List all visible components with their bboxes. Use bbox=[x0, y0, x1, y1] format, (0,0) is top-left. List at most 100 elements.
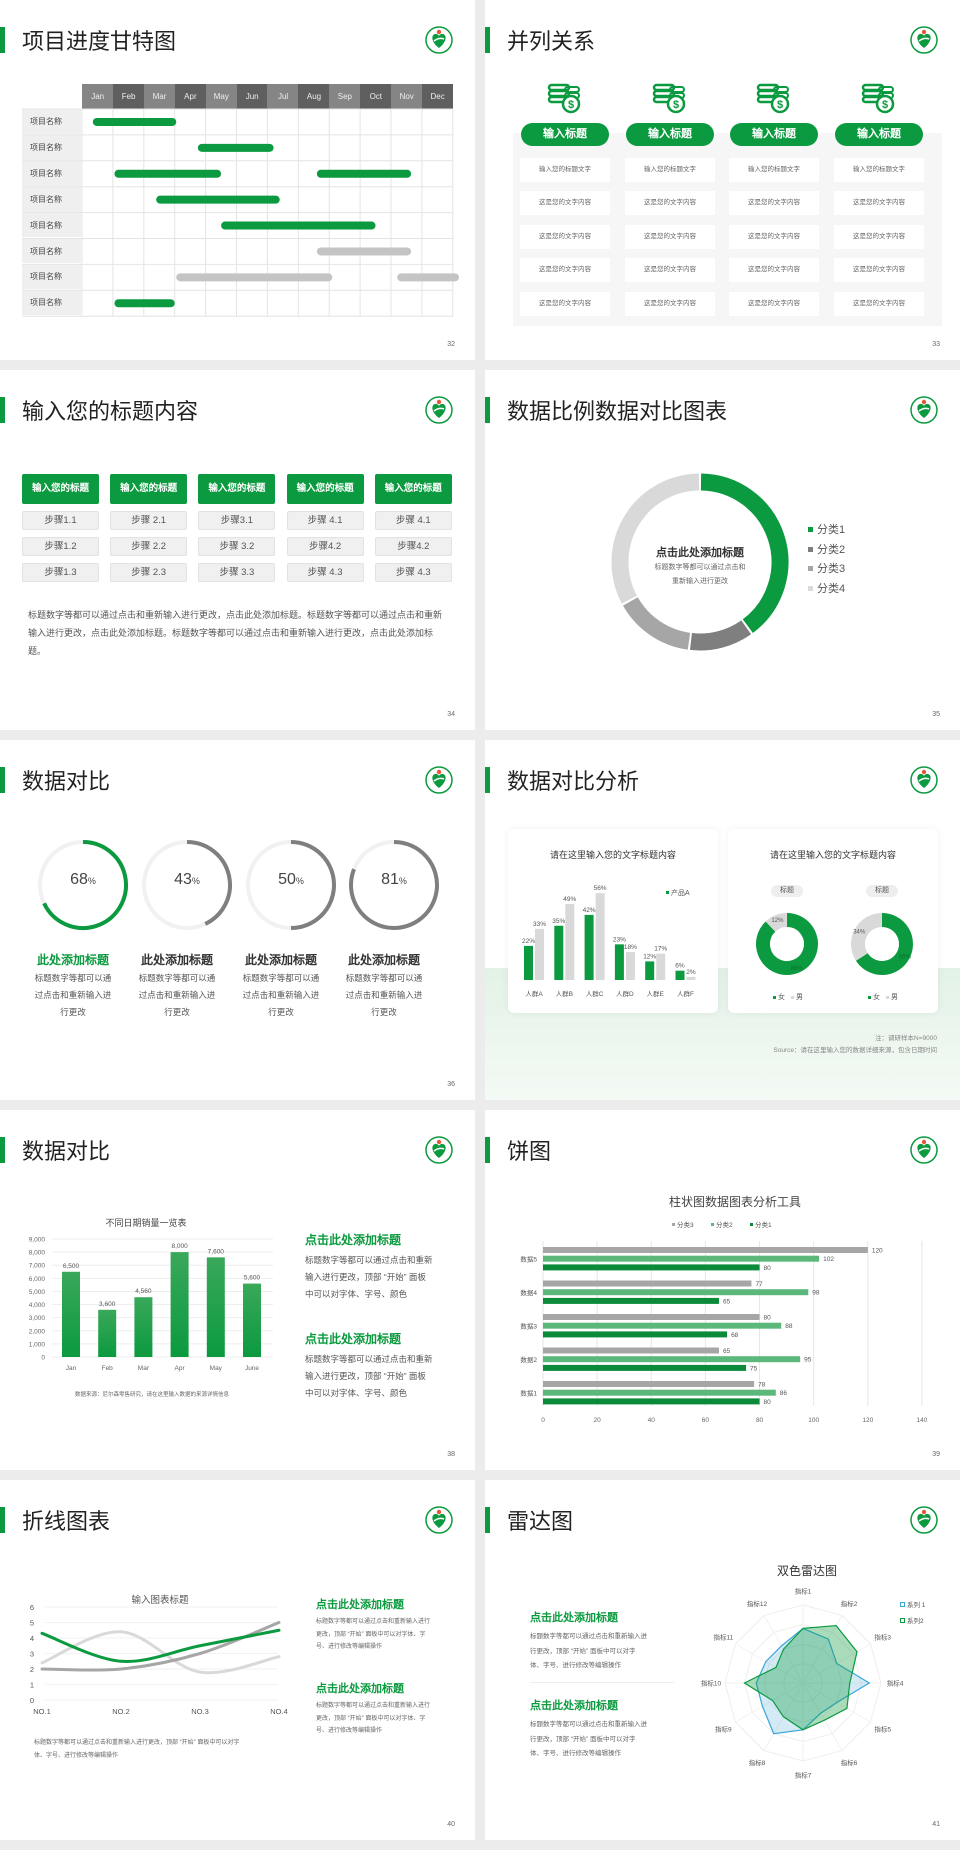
logo-dot bbox=[436, 1139, 442, 1145]
gantt-row-label: 项目名称 bbox=[22, 238, 81, 264]
block-heading: 点击此处添加标题 bbox=[316, 1683, 404, 1695]
column-cell: 这是您的文字内容 bbox=[729, 258, 819, 283]
logo bbox=[910, 1136, 938, 1164]
ring-value-number: 50 bbox=[278, 871, 296, 888]
logo-dot bbox=[921, 1139, 927, 1145]
logo-swirl bbox=[918, 1147, 930, 1152]
step-box: 步骤3.1 bbox=[198, 511, 276, 530]
bar-data-label: 12% bbox=[643, 953, 656, 960]
card-title: 请在这里输入您的文字标题内容 bbox=[769, 850, 897, 860]
y-tick-label: 2,000 bbox=[29, 1328, 46, 1335]
x-tick-label: 20 bbox=[594, 1417, 602, 1424]
page-number: 38 bbox=[447, 1451, 455, 1458]
slide-title: 并列关系 bbox=[507, 29, 596, 54]
title-accent-bar bbox=[485, 1507, 490, 1533]
logo-dot bbox=[921, 769, 927, 775]
item-text: 标题数字等都可以通 bbox=[138, 973, 216, 983]
logo-dot bbox=[921, 1509, 927, 1515]
gantt-month-header: Feb bbox=[112, 84, 145, 109]
column-cell: 输入您的标题文字 bbox=[834, 158, 924, 182]
ring-value: 68% bbox=[70, 871, 96, 889]
y-tick-label: 5 bbox=[30, 1619, 34, 1628]
item-text: 行更改 bbox=[60, 1007, 86, 1017]
chart-title: 柱状图数据图表分析工具 bbox=[668, 1195, 802, 1209]
column-cell: 输入您的标题文字 bbox=[625, 158, 715, 182]
bar-data-label: 68 bbox=[731, 1332, 739, 1339]
bar-data-label: 98 bbox=[812, 1290, 820, 1297]
step-box: 步骤 3.2 bbox=[198, 537, 276, 556]
bar-data-label: 80 bbox=[764, 1315, 772, 1322]
bar-data-label: 102 bbox=[823, 1256, 834, 1263]
logo-emblem bbox=[910, 1506, 938, 1534]
category-label: 人群A bbox=[525, 989, 543, 998]
logo-dot bbox=[436, 769, 442, 775]
slide-title: 折线图表 bbox=[22, 1509, 111, 1534]
page-number: 34 bbox=[447, 711, 455, 718]
chart-title: 不同日期销量一览表 bbox=[105, 1218, 187, 1228]
radar-axis bbox=[735, 1682, 804, 1723]
ring-progress bbox=[186, 840, 232, 926]
item-text: 过点击和重新输入进 bbox=[345, 990, 423, 1000]
radar-axis-label: 指标10 bbox=[701, 1679, 722, 1688]
slide-39: 饼图 39 0 20 40 60 80 100 120 140 数据1 78 86 80 数据2 65 95 75… bbox=[485, 1110, 960, 1470]
bar-data-label: 77 bbox=[755, 1281, 763, 1288]
bar bbox=[543, 1331, 728, 1338]
gantt-month-header: Aug bbox=[298, 84, 330, 109]
block-text: 更改，顶部 “开始” 面板中可以对字体、字 bbox=[316, 1631, 426, 1638]
logo bbox=[425, 396, 453, 424]
logo-emblem bbox=[425, 26, 453, 54]
bar-data-label: 88 bbox=[785, 1323, 793, 1330]
logo bbox=[425, 26, 453, 54]
block-text: 输入进行更改，顶部 “开始” 面板 bbox=[305, 1272, 426, 1282]
logo-dot bbox=[436, 399, 442, 405]
donut-center-text: 标题数字等都可以通过点击和 bbox=[654, 564, 746, 571]
block-text: 号、进行修改等编辑操作 bbox=[316, 1644, 383, 1650]
donut-center-title: 点击此处添加标题 bbox=[656, 547, 744, 559]
category-label: 数据1 bbox=[520, 1389, 537, 1398]
bar bbox=[206, 1257, 225, 1357]
legend-swatch bbox=[808, 566, 813, 571]
left-card bbox=[508, 829, 718, 1013]
column-cell: 这是您的文字内容 bbox=[729, 191, 819, 216]
bar-data-label: 65 bbox=[723, 1298, 731, 1305]
gantt-month-header: Oct bbox=[360, 84, 392, 109]
block-text: 标题数字等都可以通过点击和重新 bbox=[305, 1354, 433, 1364]
column-cell: 这是您的文字内容 bbox=[625, 191, 715, 216]
step-box: 步骤 4.3 bbox=[374, 563, 452, 582]
block-text: 行更改，顶部 “开始” 面板中可以对字 bbox=[530, 1735, 636, 1743]
category-label: 人群F bbox=[677, 989, 694, 998]
bar bbox=[584, 914, 594, 980]
slide-title: 数据比例数据对比图表 bbox=[507, 399, 728, 424]
x-tick-label: NO.1 bbox=[33, 1707, 51, 1716]
x-tick-label: NO.4 bbox=[270, 1707, 288, 1716]
logo-heart bbox=[917, 1513, 931, 1528]
dollar-coin bbox=[875, 94, 895, 114]
bar-data-label: 7,600 bbox=[208, 1248, 225, 1255]
bar-data-label: 42% bbox=[583, 907, 596, 914]
bar bbox=[170, 1252, 189, 1357]
x-tick-label: 0 bbox=[541, 1417, 545, 1424]
bar-data-label: 49% bbox=[563, 896, 576, 903]
page-number: 36 bbox=[447, 1081, 455, 1088]
radar-axis bbox=[802, 1682, 843, 1751]
legend-label: 女 bbox=[873, 994, 880, 1001]
logo-heart bbox=[432, 1513, 446, 1528]
legend-label: 男 bbox=[891, 994, 898, 1001]
gantt-row-label: 项目名称 bbox=[22, 186, 81, 212]
dollar-coin bbox=[666, 94, 686, 114]
legend-swatch bbox=[773, 996, 776, 999]
radar-axis bbox=[802, 1615, 843, 1684]
legend-swatch bbox=[808, 546, 813, 552]
x-tick-label: 140 bbox=[917, 1417, 928, 1424]
bar bbox=[625, 952, 635, 980]
logo-emblem bbox=[425, 1506, 453, 1534]
bar bbox=[543, 1255, 820, 1262]
ring-value-number: 43 bbox=[174, 871, 192, 888]
legend-swatch bbox=[791, 996, 794, 999]
block-text: 输入进行更改，顶部 “开始” 面板 bbox=[305, 1371, 426, 1381]
bar-data-label: 2% bbox=[686, 969, 696, 976]
slide-title: 数据对比 bbox=[22, 769, 111, 794]
gantt-row-label: 项目名称 bbox=[22, 264, 81, 290]
radar-axis-label: 指标12 bbox=[747, 1599, 768, 1608]
page-number: 32 bbox=[447, 341, 455, 348]
